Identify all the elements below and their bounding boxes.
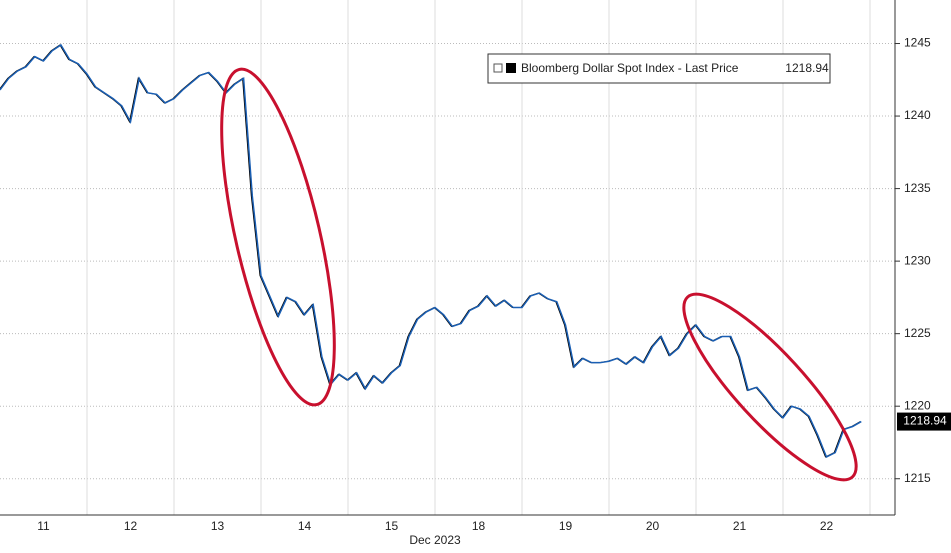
y-tick-label: 1220 (904, 398, 931, 412)
y-tick-label: 1225 (904, 326, 931, 340)
x-tick-label: 21 (733, 519, 747, 533)
x-tick-label: 15 (385, 519, 399, 533)
x-tick-label: 20 (646, 519, 660, 533)
legend-toggle (493, 63, 503, 73)
x-tick-label: 13 (211, 519, 225, 533)
last-price-tag (897, 412, 951, 431)
y-tick-label: 1235 (904, 181, 931, 195)
x-axis-label: Dec 2023 (409, 533, 461, 547)
legend-swatch (506, 63, 516, 73)
y-tick-label: 1245 (904, 36, 931, 50)
legend-label: Bloomberg Dollar Spot Index - Last Price (521, 61, 739, 75)
last-price-label: 1218.94 (903, 414, 947, 428)
y-tick-label: 1230 (904, 253, 931, 267)
x-tick-label: 18 (472, 519, 486, 533)
grid (0, 0, 900, 516)
annotation-ellipse (682, 292, 858, 482)
x-tick-label: 22 (820, 519, 834, 533)
annotation-ellipse (220, 67, 336, 407)
y-tick-label: 1240 (904, 108, 931, 122)
x-tick-label: 12 (124, 519, 138, 533)
legend-box (487, 53, 831, 84)
x-tick-label: 19 (559, 519, 573, 533)
plot-area (0, 43, 862, 459)
legend-last-price: 1218.94 (785, 61, 829, 75)
series-line (0, 43, 862, 459)
legend: Bloomberg Dollar Spot Index - Last Price… (487, 53, 831, 84)
x-tick-label: 14 (298, 519, 312, 533)
y-tick-label: 1215 (904, 471, 931, 485)
x-tick-label: 11 (37, 519, 50, 533)
